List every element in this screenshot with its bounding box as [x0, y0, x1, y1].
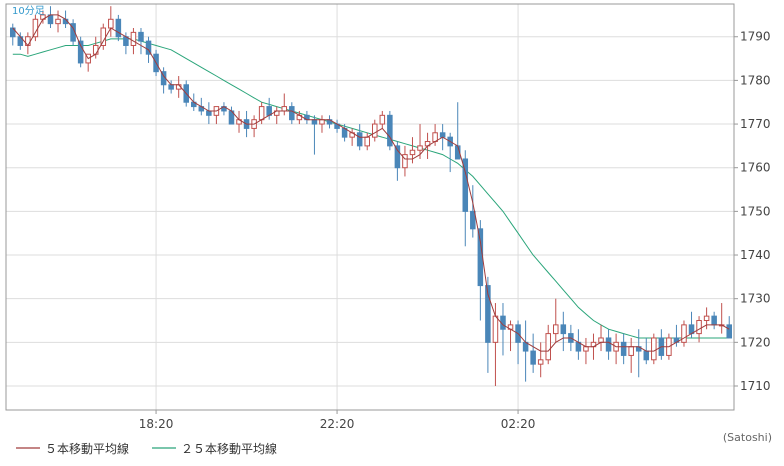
- candle-up: [545, 333, 551, 361]
- candle-down: [605, 337, 612, 352]
- candle-up: [372, 123, 378, 138]
- candle-up: [364, 136, 370, 147]
- legend-ma5-label: ５本移動平均線: [45, 441, 129, 456]
- x-tick-label: 02:20: [501, 417, 536, 431]
- candle-up: [108, 18, 114, 29]
- candle-up: [319, 119, 325, 125]
- candle-up: [537, 359, 544, 365]
- candle-up: [379, 114, 386, 125]
- y-tick-label: 1770: [740, 117, 771, 131]
- candle-down: [10, 27, 16, 38]
- candle-up: [130, 31, 137, 46]
- y-tick-label: 1780: [740, 73, 771, 87]
- candle-down: [439, 132, 446, 138]
- candle-up: [703, 315, 710, 322]
- y-tick-label: 1730: [740, 292, 771, 306]
- y-tick-label: 1760: [740, 161, 771, 175]
- candle-up: [583, 346, 589, 352]
- candle-down: [711, 315, 717, 326]
- y-tick-label: 1790: [740, 30, 771, 44]
- ma5-line: [12, 14, 730, 352]
- candle-up: [32, 18, 39, 38]
- candle-up: [281, 106, 288, 112]
- credit-label: (Satoshi): [723, 431, 772, 444]
- candle-up: [696, 320, 702, 335]
- candle-up: [651, 337, 657, 361]
- x-tick-label: 22:20: [320, 417, 355, 431]
- candle-down: [387, 114, 393, 147]
- candle-down: [289, 106, 295, 121]
- y-tick-label: 1750: [740, 204, 771, 218]
- candle-down: [115, 18, 122, 38]
- ma25-line: [12, 38, 730, 339]
- grid: [6, 4, 734, 410]
- candle-up: [598, 337, 604, 343]
- ma25-layer: [12, 38, 730, 339]
- x-axis-ticks: 18:20 22:20 02:20: [139, 410, 536, 431]
- candle-down: [470, 210, 476, 230]
- legend: ５本移動平均線 ２５本移動平均線: [16, 441, 277, 456]
- candles: [10, 6, 732, 386]
- plot-border: [5, 3, 735, 411]
- y-tick-label: 1710: [740, 379, 771, 393]
- candle-down: [530, 350, 536, 365]
- candle-down: [485, 285, 491, 343]
- y-tick-label: 1720: [740, 335, 771, 349]
- candle-up: [417, 145, 423, 151]
- y-axis-ticks: 1710 1720 1730 1740 1750 1760 1770 1780 1790: [734, 30, 771, 393]
- candle-up: [55, 18, 61, 25]
- candle-down: [643, 350, 650, 361]
- candle-down: [356, 132, 363, 147]
- candle-down: [560, 324, 567, 335]
- candle-up: [409, 149, 416, 156]
- candle-down: [726, 324, 732, 339]
- candle-down: [477, 228, 484, 287]
- candle-up: [100, 27, 107, 46]
- candle-down: [620, 341, 627, 356]
- candle-up: [258, 106, 265, 121]
- candle-up: [681, 324, 687, 343]
- candle-down: [394, 145, 401, 169]
- y-tick-label: 1740: [740, 248, 771, 262]
- candle-down: [145, 40, 152, 55]
- candle-up: [492, 315, 499, 343]
- candle-up: [553, 324, 559, 335]
- candle-up: [628, 346, 634, 356]
- candle-down: [138, 31, 144, 42]
- ma5-layer: [12, 14, 730, 352]
- legend-ma25-label: ２５本移動平均線: [181, 441, 277, 456]
- candle-down: [462, 158, 469, 212]
- candle-down: [311, 119, 318, 125]
- candle-down: [206, 110, 212, 116]
- timeframe-label: 10分足: [12, 5, 45, 17]
- plot-frame: [5, 3, 735, 411]
- candle-down: [77, 40, 84, 64]
- x-tick-label: 18:20: [139, 417, 174, 431]
- candle-down: [168, 84, 174, 90]
- candle-up: [402, 154, 408, 169]
- candle-up: [92, 44, 99, 55]
